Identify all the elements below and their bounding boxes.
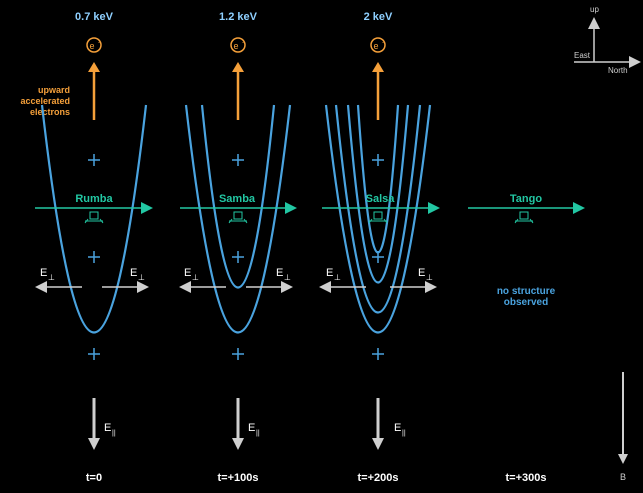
svg-text:electrons: electrons xyxy=(30,107,70,117)
spacecraft-name-rumba: Rumba xyxy=(75,193,113,205)
energy-label-2: 1.2 keV xyxy=(219,11,258,23)
e-par-arrow xyxy=(372,398,384,450)
svg-text:-: - xyxy=(242,40,244,46)
svg-text:||: || xyxy=(256,430,260,437)
svg-text:upward: upward xyxy=(38,85,70,95)
svg-text:E: E xyxy=(40,267,47,279)
time-label: t=+200s xyxy=(358,472,399,484)
e-perp-label: E ⊥ xyxy=(418,267,433,282)
svg-text:e: e xyxy=(89,41,94,51)
plus-icon xyxy=(88,154,100,166)
e-par-label: E || xyxy=(248,422,260,437)
svg-text:E: E xyxy=(326,267,333,279)
spacecraft-icon xyxy=(84,211,104,224)
svg-text:⊥: ⊥ xyxy=(334,273,341,282)
e-par-label: E || xyxy=(104,422,116,437)
potential-curve-outer xyxy=(40,104,148,334)
spacecraft-icon xyxy=(514,211,534,224)
compass: up East North xyxy=(574,5,641,75)
svg-text:accelerated: accelerated xyxy=(20,96,70,106)
b-field-label: B xyxy=(620,472,626,482)
potential-curve-3 xyxy=(346,104,410,284)
svg-text:E: E xyxy=(104,422,111,434)
potential-curve-outer xyxy=(324,104,432,334)
plus-icon xyxy=(372,251,384,263)
energy-label-1: 0.7 keV xyxy=(75,11,114,23)
plus-icon xyxy=(372,154,384,166)
e-par-arrow xyxy=(88,398,100,450)
plus-icon xyxy=(232,251,244,263)
svg-text:observed: observed xyxy=(504,297,548,308)
electron-icon: e - xyxy=(370,37,386,53)
spacecraft-icon xyxy=(228,211,248,224)
potential-curve-2 xyxy=(334,104,422,314)
plus-icon xyxy=(232,154,244,166)
time-label: t=+300s xyxy=(506,472,547,484)
e-par-label: E || xyxy=(394,422,406,437)
spacecraft-name-samba: Samba xyxy=(219,193,256,205)
potential-curve-outer xyxy=(184,104,292,334)
e-perp-label: E ⊥ xyxy=(184,267,199,282)
svg-text:E: E xyxy=(248,422,255,434)
svg-text:⊥: ⊥ xyxy=(284,273,291,282)
potential-curve-inner xyxy=(356,104,400,254)
time-label: t=0 xyxy=(86,472,102,484)
svg-text:||: || xyxy=(402,430,406,437)
svg-text:e: e xyxy=(233,41,238,51)
svg-text:-: - xyxy=(98,40,100,46)
svg-text:E: E xyxy=(276,267,283,279)
electron-icon: e - xyxy=(86,37,102,53)
plus-icon xyxy=(232,348,244,360)
spacecraft-name-tango: Tango xyxy=(510,193,542,205)
upward-electron-arrow xyxy=(88,62,100,120)
electron-icon: e - xyxy=(230,37,246,53)
time-label: t=+100s xyxy=(218,472,259,484)
e-perp-label: E ⊥ xyxy=(326,267,341,282)
b-field-arrow: B xyxy=(618,372,628,482)
potential-curve-inner xyxy=(200,104,276,289)
no-structure-label: no structure observed xyxy=(497,286,556,308)
plus-icon xyxy=(88,251,100,263)
upward-electron-arrow xyxy=(372,62,384,120)
spacecraft-icon xyxy=(368,211,388,224)
svg-text:e: e xyxy=(373,41,378,51)
svg-text:no structure: no structure xyxy=(497,286,556,297)
svg-text:E: E xyxy=(418,267,425,279)
svg-text:||: || xyxy=(112,430,116,437)
upward-electron-arrow xyxy=(232,62,244,120)
e-perp-label: E ⊥ xyxy=(130,267,145,282)
e-perp-label: E ⊥ xyxy=(40,267,55,282)
energy-label-3: 2 keV xyxy=(364,11,393,23)
svg-text:⊥: ⊥ xyxy=(426,273,433,282)
svg-text:⊥: ⊥ xyxy=(138,273,145,282)
plus-icons xyxy=(88,154,384,360)
spacecraft-name-salsa: Salsa xyxy=(366,193,396,205)
compass-north-label: North xyxy=(608,66,628,75)
plus-icon xyxy=(88,348,100,360)
svg-text:⊥: ⊥ xyxy=(192,273,199,282)
svg-text:E: E xyxy=(184,267,191,279)
plus-icon xyxy=(372,348,384,360)
svg-text:⊥: ⊥ xyxy=(48,273,55,282)
svg-text:-: - xyxy=(382,40,384,46)
compass-east-label: East xyxy=(574,51,591,60)
e-perp-label: E ⊥ xyxy=(276,267,291,282)
upward-electrons-label: upward accelerated electrons xyxy=(20,85,70,117)
compass-up-label: up xyxy=(590,5,599,14)
e-par-arrow xyxy=(232,398,244,450)
svg-text:E: E xyxy=(394,422,401,434)
svg-text:E: E xyxy=(130,267,137,279)
